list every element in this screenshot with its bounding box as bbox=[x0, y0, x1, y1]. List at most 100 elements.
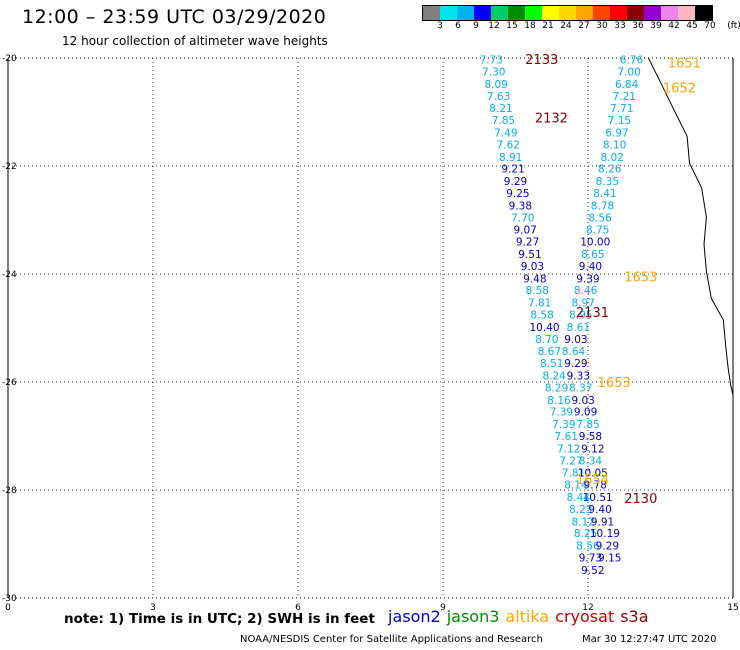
legend-swatch bbox=[491, 6, 508, 20]
timestamp: Mar 30 12:27:47 UTC 2020 bbox=[582, 634, 717, 645]
legend-swatch bbox=[610, 6, 627, 20]
wave-height-label: 9.33 bbox=[567, 371, 590, 383]
wave-height-values: 7.737.308.097.638.217.857.497.628.919.21… bbox=[480, 55, 644, 577]
wave-height-label: 7.71 bbox=[610, 103, 633, 115]
wave-height-label: 8.41 bbox=[593, 188, 616, 200]
legend-swatch bbox=[661, 6, 678, 20]
wave-height-label: 9.21 bbox=[501, 164, 524, 176]
x-tick-label: 9 bbox=[440, 603, 446, 613]
pass-labels: 2133 2132 2131 2130 1651 1652 1653 1653 1654 bbox=[525, 53, 701, 507]
satellite-jason3: jason3 bbox=[446, 607, 500, 626]
wave-height-label: 9.03 bbox=[521, 261, 544, 273]
legend-label: (ft) bbox=[727, 21, 740, 31]
wave-height-label: 7.85 bbox=[576, 419, 599, 431]
legend-swatch bbox=[542, 6, 559, 20]
legend-swatch bbox=[508, 6, 525, 20]
satellite-s3a: s3a bbox=[620, 607, 649, 626]
wave-height-label: 9.12 bbox=[581, 443, 604, 455]
wave-height-label: 8.61 bbox=[567, 322, 590, 334]
wave-height-label: 8.91 bbox=[499, 152, 522, 164]
wave-height-label: 10.05 bbox=[578, 468, 608, 480]
wave-height-label: 9.48 bbox=[523, 273, 546, 285]
legend-swatch bbox=[474, 6, 491, 20]
satellite-legend: jason2 jason3 altika cryosat s3a bbox=[388, 607, 655, 626]
wave-height-label: 9.25 bbox=[506, 188, 529, 200]
wave-height-label: 8.65 bbox=[581, 249, 604, 261]
wave-height-label: 8.95 bbox=[569, 310, 592, 322]
legend-swatch bbox=[440, 6, 457, 20]
wave-height-label: 8.46 bbox=[574, 285, 598, 297]
wave-height-label: 9.73 bbox=[579, 553, 602, 565]
wave-height-label: 8.58 bbox=[530, 310, 553, 322]
legend-swatch bbox=[627, 6, 644, 20]
wave-height-label: 9.07 bbox=[513, 225, 536, 237]
wave-height-label: 8.09 bbox=[484, 79, 507, 91]
wave-height-label: 9.15 bbox=[598, 553, 621, 565]
wave-height-label: 8.34 bbox=[579, 455, 603, 467]
x-tick-label: 0 bbox=[5, 603, 11, 613]
wave-height-label: 10.00 bbox=[580, 237, 610, 249]
map-grid bbox=[7, 57, 734, 599]
wave-height-label: 8.97 bbox=[571, 298, 594, 310]
wave-height-label: 9.51 bbox=[518, 249, 541, 261]
wave-height-label: 9.40 bbox=[579, 261, 602, 273]
legend-swatch bbox=[576, 6, 593, 20]
wave-height-label: 10.51 bbox=[583, 492, 613, 504]
legend-swatch bbox=[525, 6, 542, 20]
legend-label: 45 bbox=[686, 21, 698, 31]
legend-label: 9 bbox=[473, 21, 479, 31]
wave-height-label: 8.56 bbox=[576, 541, 600, 553]
wave-height-label: 7.15 bbox=[608, 115, 631, 127]
wave-height-label: 6.97 bbox=[605, 128, 628, 140]
wave-height-label: 8.75 bbox=[586, 225, 609, 237]
wave-height-label: 9.40 bbox=[588, 504, 611, 516]
y-tick-label: -30 bbox=[2, 594, 17, 604]
wave-height-label: 7.30 bbox=[482, 67, 505, 79]
wave-height-label: 7.70 bbox=[511, 212, 534, 224]
legend-swatch bbox=[695, 6, 712, 20]
wave-height-label: 10.40 bbox=[529, 322, 559, 334]
legend-label: 6 bbox=[455, 21, 461, 31]
wave-height-label: 9.58 bbox=[579, 431, 602, 443]
color-scale-legend bbox=[422, 5, 713, 21]
wave-height-label: 8.25 bbox=[574, 528, 597, 540]
wave-height-label: 9.91 bbox=[591, 516, 614, 528]
wave-height-label: 9.78 bbox=[584, 480, 607, 492]
wave-height-label: 7.63 bbox=[487, 91, 510, 103]
legend-label: 24 bbox=[560, 21, 572, 31]
wave-height-label: 7.81 bbox=[528, 298, 551, 310]
pass-number-label: 2132 bbox=[535, 111, 568, 126]
wave-height-label: 8.67 bbox=[538, 346, 561, 358]
wave-height-label: 7.49 bbox=[494, 128, 517, 140]
page-title: 12:00 – 23:59 UTC 03/29/2020 bbox=[22, 6, 327, 28]
legend-label: 27 bbox=[578, 21, 590, 31]
wave-height-label: 8.70 bbox=[535, 334, 558, 346]
color-scale-labels: 3 6 9 12 15 18 21 24 27 30 33 36 39 42 45 70 (ft) bbox=[422, 21, 740, 33]
legend-swatch bbox=[593, 6, 610, 20]
wave-height-label: 7.85 bbox=[492, 115, 515, 127]
wave-height-label: 7.61 bbox=[555, 431, 578, 443]
wave-height-label: 9.27 bbox=[516, 237, 539, 249]
y-tick-label: -26 bbox=[2, 378, 17, 388]
pass-number-label: 2130 bbox=[624, 492, 657, 507]
wave-height-label: 8.29 bbox=[545, 382, 568, 394]
wave-height-label: 6.76 bbox=[620, 55, 644, 67]
wave-height-label: 9.29 bbox=[596, 541, 619, 553]
wave-height-label: 7.39 bbox=[550, 407, 573, 419]
x-tick-label: 6 bbox=[295, 603, 301, 613]
wave-height-label: 9.09 bbox=[574, 407, 597, 419]
x-tick-label: 12 bbox=[582, 603, 593, 613]
wave-height-label: 8.16 bbox=[547, 395, 571, 407]
legend-label: 18 bbox=[524, 21, 536, 31]
wave-height-label: 10.19 bbox=[590, 528, 620, 540]
coastline bbox=[647, 57, 734, 396]
wave-height-label: 8.21 bbox=[489, 103, 512, 115]
page-subtitle: 12 hour collection of altimeter wave hei… bbox=[62, 34, 328, 48]
satellite-jason2: jason2 bbox=[388, 607, 441, 626]
legend-label: 21 bbox=[542, 21, 554, 31]
legend-swatch bbox=[644, 6, 661, 20]
legend-label: 30 bbox=[596, 21, 608, 31]
legend-swatch bbox=[559, 6, 576, 20]
legend-label: 36 bbox=[632, 21, 644, 31]
wave-height-label: 8.10 bbox=[603, 139, 626, 151]
